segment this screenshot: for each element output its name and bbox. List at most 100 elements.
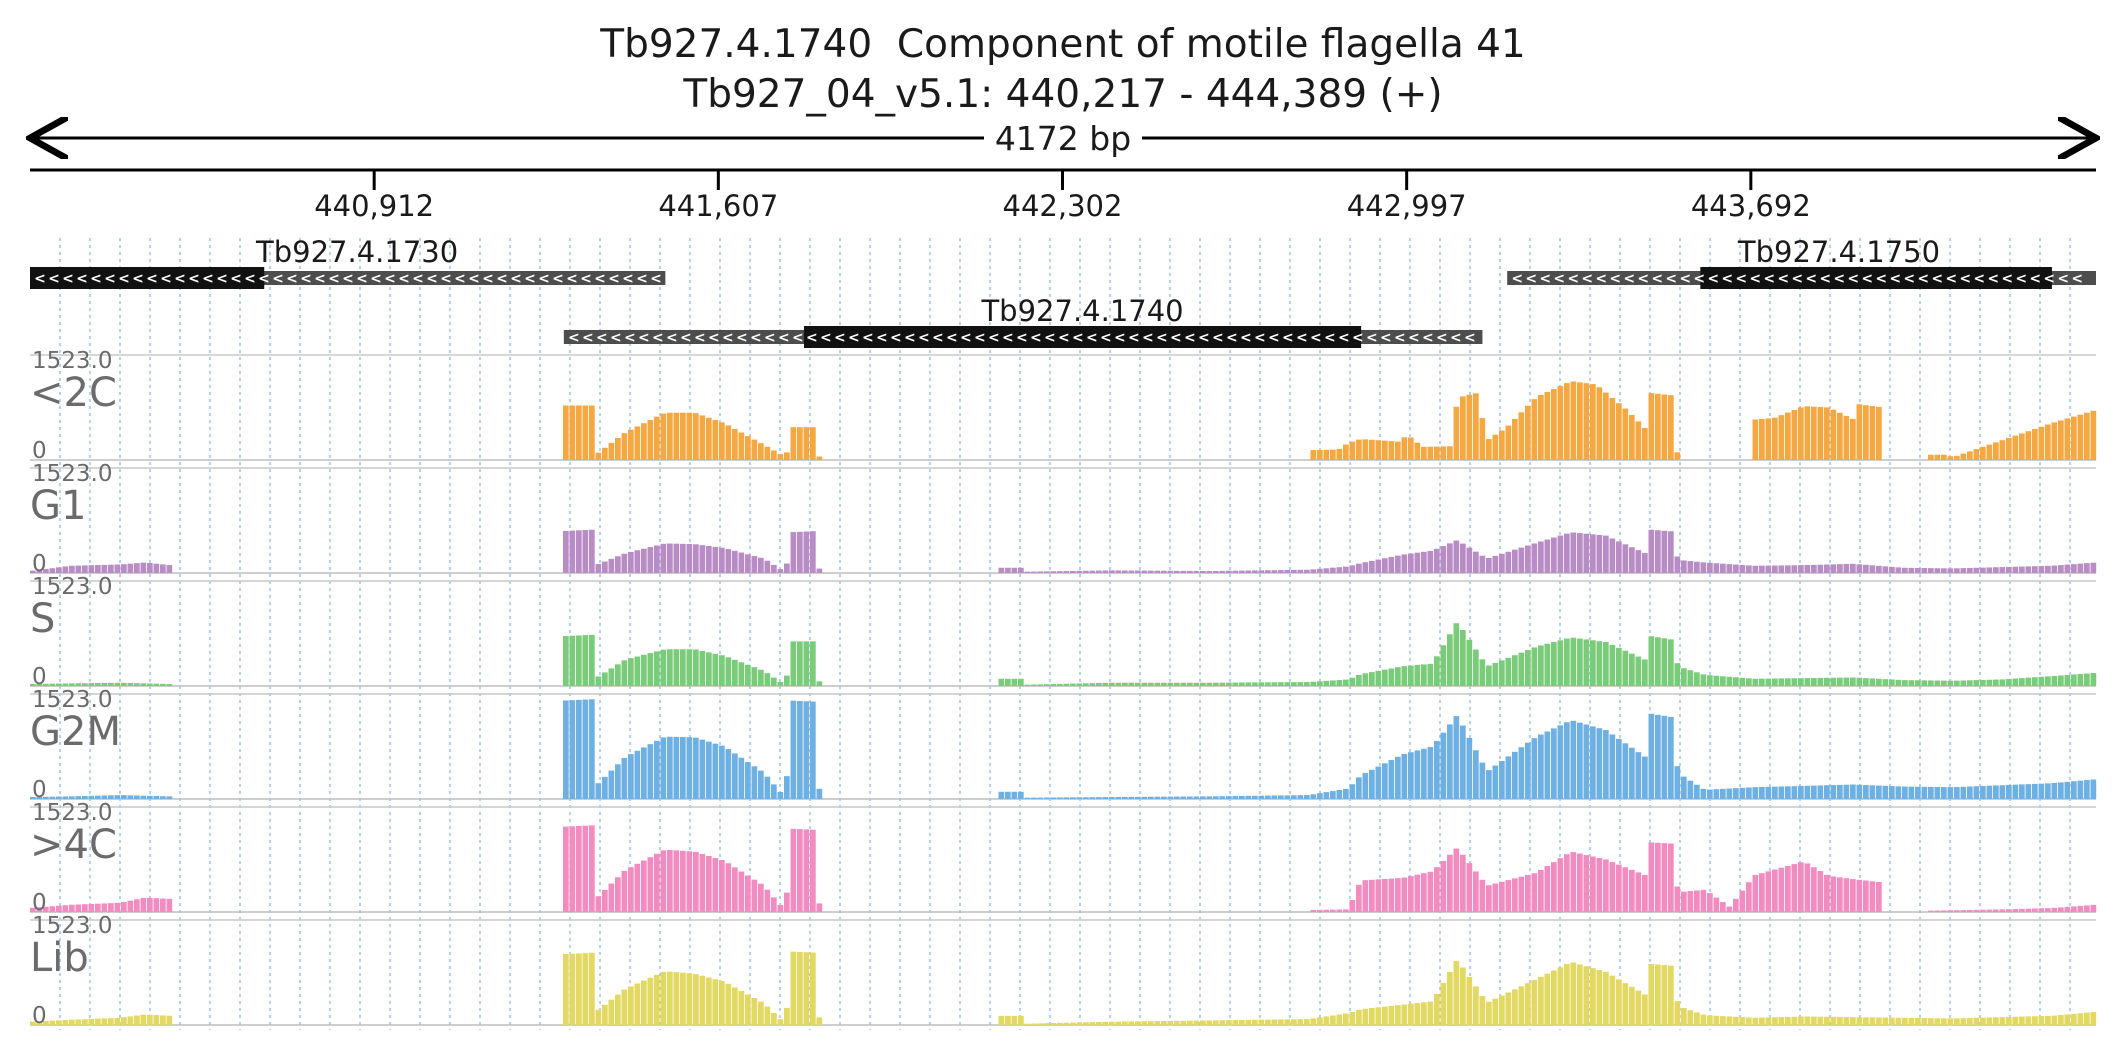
track-max-label: 1523.0 [32, 574, 112, 600]
coverage-bar [1720, 563, 1726, 573]
coverage-bar [1239, 1019, 1245, 1025]
coverage-bar [1882, 785, 1889, 799]
strand-chevron: < [582, 330, 594, 346]
coverage-bar [1005, 791, 1011, 799]
coverage-bar [1206, 796, 1213, 799]
coverage-bar [1967, 786, 1973, 799]
strand-chevron: < [426, 271, 438, 287]
coverage-bar [667, 543, 673, 573]
coverage-bar [1369, 560, 1375, 573]
strand-chevron: < [272, 271, 284, 287]
coverage-bar [784, 675, 790, 686]
coverage-bar [1869, 406, 1876, 460]
coverage-bar [654, 974, 660, 1025]
coverage-bar [641, 548, 647, 573]
coverage-bar [1557, 535, 1564, 573]
coverage-bar [1499, 430, 1505, 460]
coverage-bar [1850, 419, 1856, 460]
coverage-bar [1044, 684, 1050, 686]
coverage-bar [725, 549, 732, 573]
coverage-bar [1440, 446, 1447, 460]
strand-chevron: < [1310, 330, 1322, 346]
coverage-bar [140, 562, 147, 573]
coverage-bar [1707, 562, 1713, 573]
coverage-bar [1726, 788, 1733, 799]
coverage-bar [1635, 990, 1642, 1025]
coverage-bar [36, 569, 43, 573]
coverage-bar [1284, 682, 1291, 686]
coverage-bar [1772, 678, 1778, 686]
coverage-bar [2077, 780, 2084, 799]
coverage-bar [732, 867, 738, 912]
strand-chevron: < [636, 271, 648, 287]
coverage-bar [1564, 722, 1570, 799]
coverage-bar [95, 795, 101, 799]
coverage-bar [95, 565, 101, 573]
coverage-bar [1382, 1006, 1388, 1025]
coverage-bar [686, 973, 693, 1025]
coverage-bar [1960, 1018, 1967, 1025]
coverage-bar [1011, 1015, 1018, 1025]
coverage-bar [576, 405, 582, 460]
coverage-bar [95, 1018, 101, 1025]
coverage-bar [1642, 553, 1648, 573]
strand-chevron: < [1296, 330, 1308, 346]
coverage-bar [1499, 660, 1505, 686]
coverage-bar [1739, 564, 1746, 573]
coverage-bar [1986, 785, 1993, 799]
coverage-bar [1278, 682, 1284, 686]
coverage-bar [166, 1015, 173, 1025]
coverage-bar [153, 563, 160, 573]
coverage-bar [1369, 769, 1375, 799]
coverage-bar [1759, 1017, 1765, 1025]
coverage-bar [1154, 682, 1161, 686]
coverage-bar [621, 660, 628, 686]
coverage-bar [693, 649, 699, 686]
coverage-bar [1070, 683, 1076, 686]
coverage-bar [732, 659, 738, 686]
coverage-bar [1700, 889, 1707, 912]
coverage-bar [1447, 634, 1453, 686]
coverage-bar [2045, 565, 2051, 573]
coverage-bar [641, 980, 647, 1025]
coverage-bar [1317, 681, 1323, 686]
coverage-bar [1200, 796, 1206, 799]
coverage-bar [1219, 796, 1226, 799]
coverage-bar [1479, 762, 1486, 799]
strand-chevron: < [1567, 271, 1579, 287]
coverage-bar [1486, 770, 1492, 799]
coverage-bar [1440, 546, 1447, 573]
coverage-bar [2045, 424, 2051, 460]
track-min-label: 0 [32, 777, 47, 803]
coverage-bar [1395, 667, 1401, 686]
coverage-bar [1349, 900, 1356, 912]
coverage-bar [108, 682, 114, 686]
coverage-bar [1083, 797, 1089, 799]
coverage-bar [602, 889, 608, 912]
coverage-bar [1661, 715, 1668, 799]
coverage-bar [680, 737, 686, 799]
coverage-bar [2025, 566, 2032, 573]
coverage-bar [1726, 1016, 1733, 1025]
coverage-bar [1057, 683, 1063, 686]
coverage-bar [1122, 796, 1128, 799]
coverage-bar [160, 898, 166, 912]
coverage-bar [2012, 678, 2019, 686]
coverage-bar [1947, 680, 1954, 686]
coverage-bar [1954, 568, 1960, 573]
coverage-bar [1538, 394, 1544, 460]
coverage-bar [1999, 679, 2006, 686]
coverage-bar [1915, 786, 1921, 799]
coverage-bar [1460, 630, 1466, 686]
coverage-bar [1590, 640, 1596, 686]
coverage-bar [147, 683, 153, 686]
coverage-bar [1492, 883, 1499, 912]
coverage-bar [1258, 570, 1265, 573]
track-max-label: 1523.0 [32, 687, 112, 713]
coverage-bar [114, 795, 121, 799]
coverage-bar [1544, 643, 1551, 686]
strand-chevron: < [1058, 330, 1070, 346]
coverage-bar [1349, 677, 1356, 686]
coverage-bar [1713, 897, 1720, 912]
strand-chevron: < [2001, 271, 2013, 287]
